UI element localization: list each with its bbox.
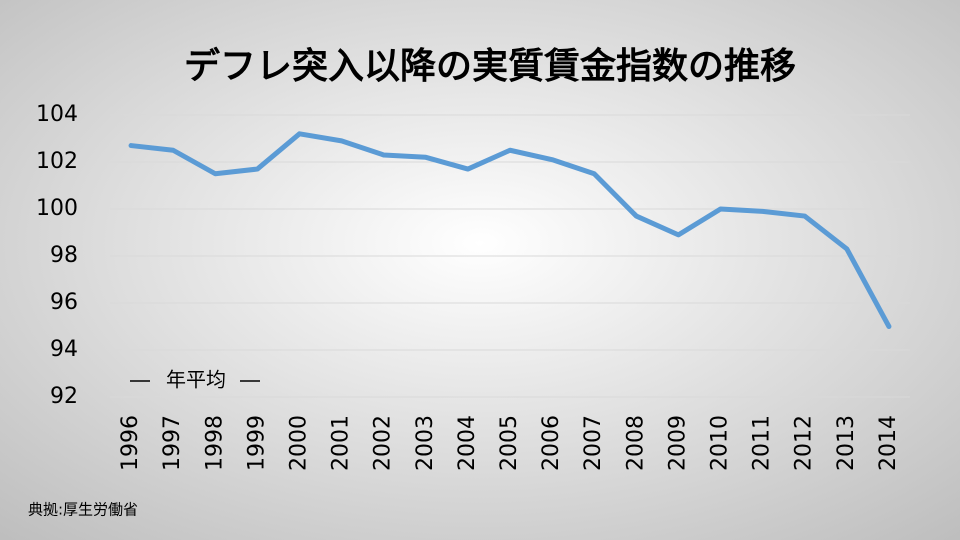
y-tick-label: 96: [50, 290, 78, 315]
x-tick-label: 2011: [750, 415, 775, 471]
y-tick-label: 98: [50, 243, 78, 268]
x-tick-label: 2004: [455, 415, 480, 471]
x-tick-label: 2003: [413, 415, 438, 471]
x-tick-label: 2013: [834, 415, 859, 471]
x-tick-label: 2014: [876, 415, 901, 471]
y-tick-label: 94: [50, 337, 78, 362]
source-note: 典拠:厚生労働省: [28, 501, 138, 519]
x-tick-label: 1998: [202, 415, 227, 471]
data-line: [128, 131, 892, 329]
x-tick-label: 2006: [539, 415, 564, 471]
x-tick-label: 1997: [160, 415, 185, 471]
legend-label: 年平均: [166, 368, 226, 392]
y-tick-label: 104: [36, 102, 78, 127]
y-tick-label: 92: [50, 384, 78, 409]
x-tick-label: 2007: [581, 415, 606, 471]
chart-title: デフレ突入以降の実質賃金指数の推移: [184, 45, 796, 87]
y-tick-label: 102: [36, 149, 78, 174]
x-tick-label: 2012: [792, 415, 817, 471]
x-tick-label: 2009: [665, 415, 690, 471]
x-tick-label: 2010: [708, 415, 733, 471]
x-tick-label: 2002: [371, 415, 396, 471]
x-tick-label: 1996: [118, 415, 143, 471]
x-tick-label: 2000: [286, 415, 311, 471]
x-tick-label: 2008: [623, 415, 648, 471]
y-tick-label: 100: [36, 196, 78, 221]
x-tick-label: 1999: [244, 415, 269, 471]
x-tick-label: 2001: [329, 415, 354, 471]
x-tick-label: 2005: [497, 415, 522, 471]
